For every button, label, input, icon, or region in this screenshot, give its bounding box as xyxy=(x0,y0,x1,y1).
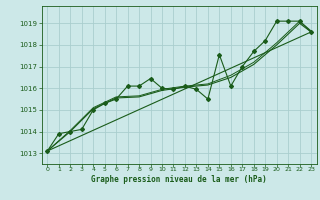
X-axis label: Graphe pression niveau de la mer (hPa): Graphe pression niveau de la mer (hPa) xyxy=(91,175,267,184)
